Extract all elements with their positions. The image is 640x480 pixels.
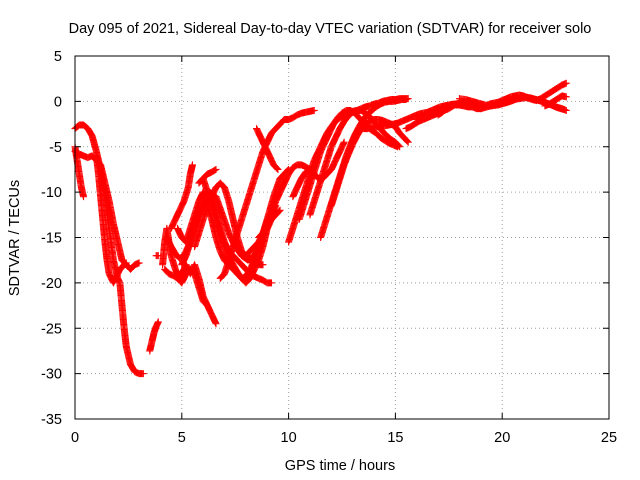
- grid-lines: [75, 56, 609, 419]
- chart-title: Day 095 of 2021, Sidereal Day-to-day VTE…: [69, 21, 592, 37]
- series-arc-8: [161, 265, 211, 310]
- series-arc-16: [216, 106, 318, 282]
- series-trace: [253, 126, 281, 173]
- y-tick-label: -10: [41, 185, 62, 201]
- axis-ticks: [74, 55, 610, 420]
- plot-markers: [71, 79, 570, 378]
- x-tick-label: 0: [71, 430, 79, 446]
- y-tick-label: -5: [49, 140, 62, 156]
- series-arc-32: [541, 92, 570, 110]
- y-axis-label: SDTVAR / TECUs: [7, 180, 23, 296]
- series-trace: [93, 153, 130, 286]
- series-trace: [153, 252, 161, 260]
- y-tick-label: 5: [54, 49, 62, 65]
- x-axis-label: GPS time / hours: [285, 458, 395, 474]
- series-arc-31: [477, 94, 568, 114]
- x-tick-label: 20: [494, 430, 510, 446]
- series-trace: [196, 166, 219, 186]
- series-arc-4: [92, 152, 130, 287]
- x-tick-label: 25: [601, 430, 617, 446]
- series-trace: [256, 207, 283, 241]
- series-trace: [542, 92, 569, 109]
- y-tick-label: -20: [41, 276, 62, 292]
- series-trace: [162, 266, 211, 309]
- series-arc-21: [289, 165, 314, 201]
- y-tick-label: -15: [41, 231, 62, 247]
- x-tick-label: 5: [178, 430, 186, 446]
- y-tick-label: -30: [41, 367, 62, 383]
- y-tick-label: 0: [54, 94, 62, 110]
- y-tick-label: -25: [41, 321, 62, 337]
- series-trace: [289, 166, 313, 200]
- series-arc-19: [255, 206, 284, 241]
- tick-labels: 0 5 10 15 20 25 5 0 -5 -10 -15 -20 -25 -30 -35: [41, 49, 617, 446]
- x-tick-label: 15: [387, 430, 403, 446]
- series-trace: [146, 319, 162, 354]
- series-trace: [71, 144, 87, 200]
- series-arc-5: [146, 318, 162, 355]
- series-arc-18: [253, 125, 282, 173]
- y-tick-label: -35: [41, 412, 62, 428]
- series-trace: [328, 116, 411, 208]
- series-trace: [168, 162, 196, 231]
- x-tick-label: 10: [281, 430, 297, 446]
- series-arc-9: [167, 161, 196, 232]
